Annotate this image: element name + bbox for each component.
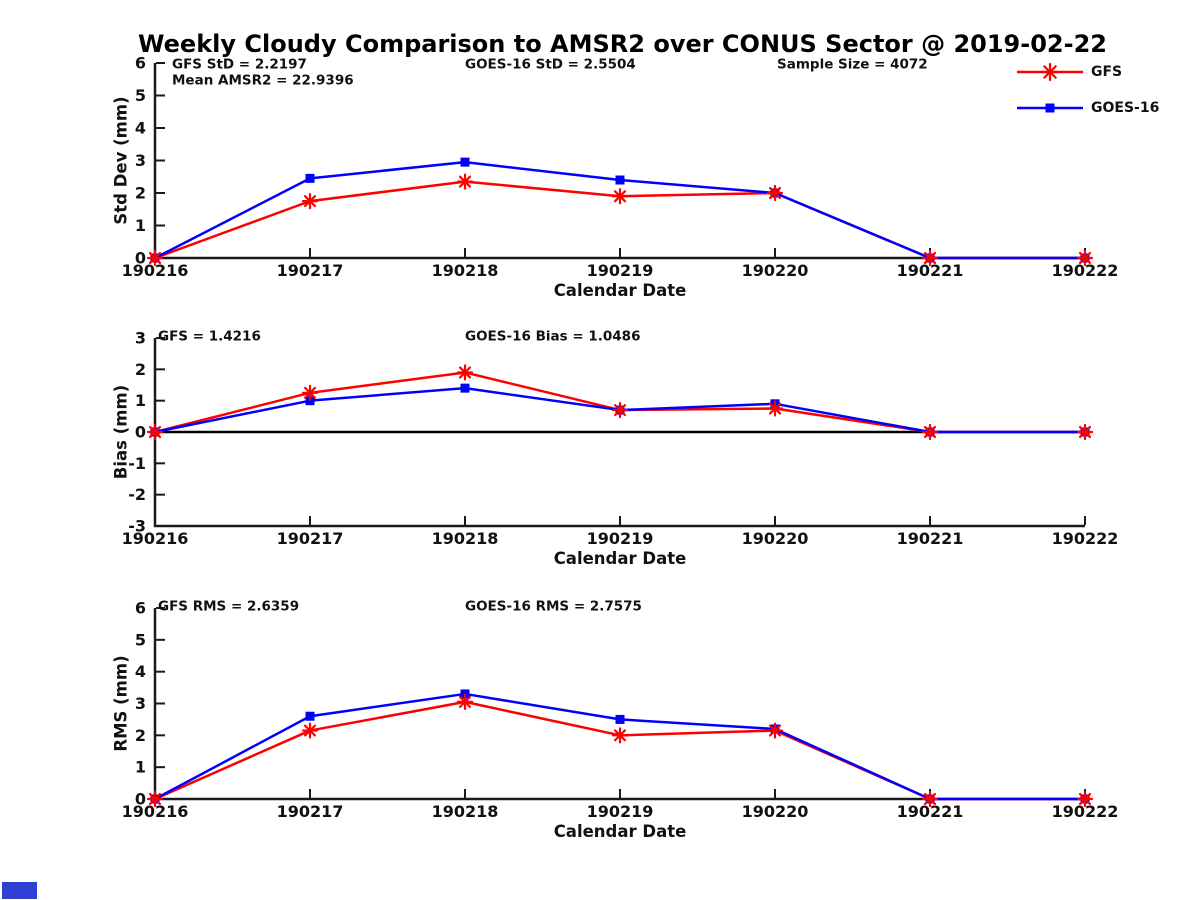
x-tick-label: 190216 — [122, 529, 189, 548]
stat-annotation: GFS StD = 2.2197 — [172, 57, 307, 73]
legend-marker-goes-16 — [1045, 103, 1055, 113]
stat-annotation: GOES-16 RMS = 2.7575 — [465, 599, 642, 615]
x-tick-label: 190221 — [897, 261, 964, 280]
y-tick-label: 4 — [135, 119, 146, 138]
y-axis-label: Bias (mm) — [112, 385, 131, 479]
marker-gfs — [146, 790, 164, 808]
x-tick-label: 190221 — [897, 802, 964, 821]
chart-std-dev: 0 1 2 3 4 5 6 190216 190217 190218 190219 190220 190… — [112, 54, 1119, 301]
marker-gfs — [611, 401, 629, 419]
x-tick-label: 190221 — [897, 529, 964, 548]
marker-gfs — [1076, 249, 1094, 267]
y-tick-label: 0 — [135, 423, 146, 442]
y-tick-label: 3 — [135, 329, 146, 348]
stat-annotation: GFS = 1.4216 — [158, 329, 261, 345]
marker-goes-16 — [305, 711, 315, 721]
x-tick-label: 190217 — [277, 802, 344, 821]
marker-gfs — [766, 722, 784, 739]
y-tick-label: 5 — [135, 86, 146, 105]
stat-annotation: GOES-16 Bias = 1.0486 — [465, 329, 640, 345]
x-tick-label: 190216 — [122, 261, 189, 280]
y-tick-label: 2 — [135, 184, 146, 203]
marker-gfs — [301, 193, 319, 210]
stat-annotation: GOES-16 StD = 2.5504 — [465, 57, 636, 73]
marker-gfs — [921, 423, 939, 441]
x-tick-label: 190217 — [277, 529, 344, 548]
marker-gfs — [146, 423, 164, 441]
legend: GFS GOES-16 — [1017, 62, 1159, 116]
stat-annotation: Mean AMSR2 = 22.9396 — [172, 73, 354, 89]
marker-gfs — [456, 364, 474, 381]
series-line-goes-16 — [154, 692, 1085, 801]
marker-gfs — [921, 790, 939, 808]
marker-gfs — [301, 384, 319, 401]
y-tick-label: 1 — [135, 758, 146, 777]
marker-goes-16 — [615, 714, 625, 724]
y-tick-label: 1 — [135, 391, 146, 410]
x-tick-label: 190218 — [432, 802, 499, 821]
y-tick-label: 3 — [135, 694, 146, 713]
x-axis-label: Calendar Date — [554, 822, 687, 841]
y-axis-label: Std Dev (mm) — [112, 96, 131, 224]
x-tick-label: 190218 — [432, 261, 499, 280]
y-tick-label: 4 — [135, 662, 146, 681]
stat-annotation: GFS RMS = 2.6359 — [158, 599, 299, 615]
x-tick-label: 190220 — [742, 802, 809, 821]
stat-annotation: Sample Size = 4072 — [777, 57, 928, 73]
axes-spines — [153, 608, 1085, 801]
y-tick-label: 0 — [135, 790, 146, 809]
corner-mark — [2, 882, 37, 899]
marker-gfs — [921, 249, 939, 267]
y-tick-label: 6 — [135, 599, 146, 618]
marker-gfs — [611, 188, 629, 205]
axes-spines — [153, 63, 1085, 260]
y-tick-label: 0 — [135, 249, 146, 268]
x-tick-label: 190219 — [587, 261, 654, 280]
legend-label: GFS — [1091, 64, 1122, 80]
x-axis-label: Calendar Date — [554, 549, 687, 568]
axes-spines — [153, 338, 1085, 528]
y-axis-label: RMS (mm) — [112, 655, 131, 751]
marker-goes-16 — [305, 173, 315, 183]
marker-goes-16 — [460, 383, 470, 393]
marker-goes-16 — [615, 175, 625, 185]
x-tick-label: 190219 — [587, 802, 654, 821]
y-tick-label: 5 — [135, 630, 146, 649]
x-tick-label: 190220 — [742, 529, 809, 548]
legend-label: GOES-16 — [1091, 100, 1159, 116]
y-tick-label: 2 — [135, 360, 146, 379]
x-tick-label: 190216 — [122, 802, 189, 821]
x-tick-label: 190222 — [1052, 529, 1119, 548]
x-tick-label: 190218 — [432, 529, 499, 548]
legend-marker-gfs — [1040, 62, 1060, 82]
marker-gfs — [456, 693, 474, 711]
y-tick-label: 3 — [135, 151, 146, 170]
x-tick-label: 190220 — [742, 261, 809, 280]
marker-gfs — [1076, 790, 1094, 808]
y-tick-label: -2 — [128, 485, 146, 504]
figure-title: Weekly Cloudy Comparison to AMSR2 over C… — [138, 30, 1107, 58]
y-tick-label: 1 — [135, 216, 146, 235]
x-tick-label: 190219 — [587, 529, 654, 548]
marker-gfs — [766, 400, 784, 417]
y-tick-label: -1 — [128, 454, 146, 473]
x-tick-label: 190222 — [1052, 802, 1119, 821]
marker-gfs — [1076, 423, 1094, 441]
y-tick-label: 2 — [135, 726, 146, 745]
x-tick-label: 190217 — [277, 261, 344, 280]
marker-gfs — [456, 173, 474, 190]
y-tick-label: 6 — [135, 54, 146, 73]
chart-rms: 0 1 2 3 4 5 6 190216 190217 190218 190219 190220 190… — [112, 599, 1119, 842]
marker-gfs — [146, 249, 164, 267]
y-tick-label: -3 — [128, 517, 146, 536]
x-axis-label: Calendar Date — [554, 281, 687, 300]
marker-gfs — [301, 722, 319, 739]
marker-gfs — [611, 727, 629, 744]
x-tick-label: 190222 — [1052, 261, 1119, 280]
marker-gfs — [766, 184, 784, 202]
marker-goes-16 — [460, 157, 470, 167]
